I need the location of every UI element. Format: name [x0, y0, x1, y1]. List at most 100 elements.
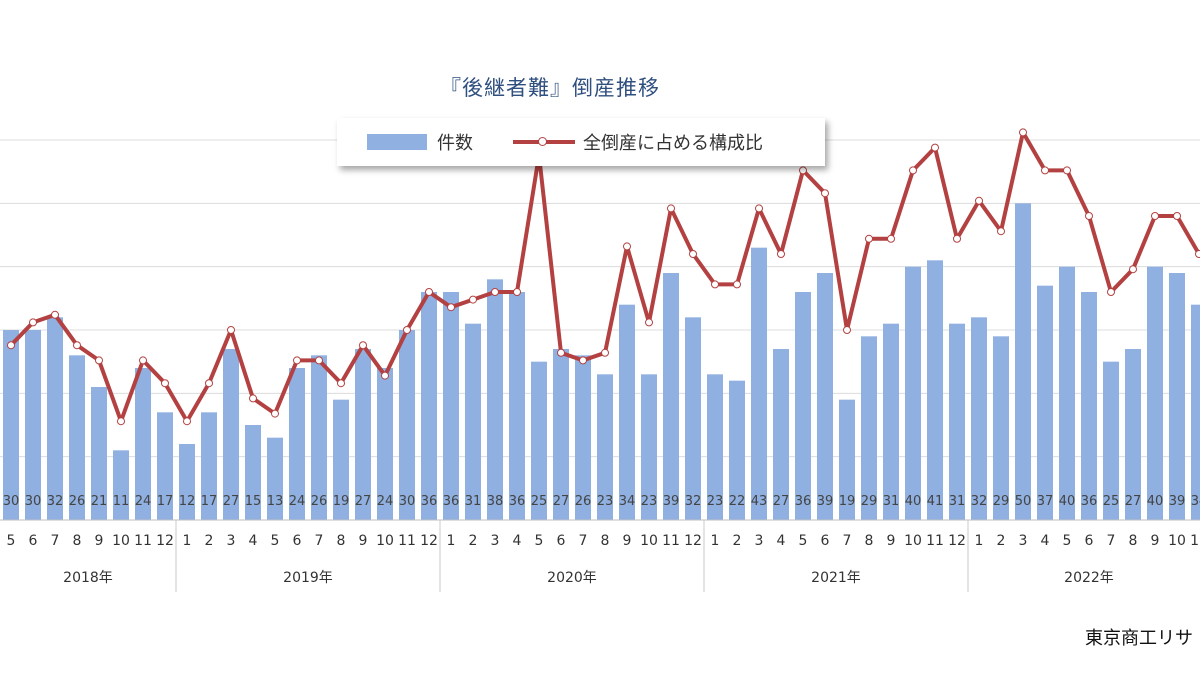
month-tick-label: 7	[315, 533, 324, 549]
data-label: 25	[531, 494, 548, 509]
month-tick-label: 2	[733, 533, 742, 549]
data-label: 36	[795, 494, 812, 509]
year-label: 2019年	[283, 570, 333, 586]
month-tick-label: 11	[134, 533, 152, 549]
ratio-point	[734, 281, 741, 288]
month-tick-label: 9	[887, 533, 896, 549]
legend-label-count: 件数	[437, 129, 473, 155]
source-credit: 東京商工リサ	[1085, 624, 1193, 650]
ratio-point	[338, 380, 345, 387]
month-tick-label: 6	[29, 533, 38, 549]
month-tick-label: 7	[579, 533, 588, 549]
month-tick-label: 8	[73, 533, 82, 549]
month-tick-label: 11	[662, 533, 680, 549]
month-tick-label: 11	[398, 533, 416, 549]
month-tick-label: 3	[1019, 533, 1028, 549]
data-label: 36	[421, 494, 438, 509]
month-tick-label: 5	[1063, 533, 1072, 549]
ratio-point	[382, 372, 389, 379]
data-label: 23	[641, 494, 658, 509]
data-label: 21	[91, 494, 108, 509]
ratio-point	[30, 319, 37, 326]
data-label: 31	[883, 494, 900, 509]
month-tick-label: 10	[112, 533, 130, 549]
data-label: 40	[1147, 494, 1164, 509]
bar	[3, 330, 19, 520]
data-label: 36	[1081, 494, 1098, 509]
month-tick-label: 4	[1041, 533, 1050, 549]
month-tick-label: 6	[1085, 533, 1094, 549]
bar	[795, 292, 811, 520]
data-label: 30	[25, 494, 42, 509]
ratio-point	[52, 311, 59, 318]
ratio-point	[514, 289, 521, 296]
ratio-point	[272, 410, 279, 417]
data-label: 27	[553, 494, 570, 509]
bar	[905, 267, 921, 520]
legend-bar-swatch	[367, 134, 427, 150]
month-tick-label: 10	[640, 533, 658, 549]
data-label: 11	[113, 494, 130, 509]
month-tick-label: 4	[249, 533, 258, 549]
data-label: 27	[773, 494, 790, 509]
ratio-point	[250, 395, 257, 402]
ratio-point	[140, 357, 147, 364]
data-label: 22	[729, 494, 746, 509]
ratio-point	[184, 418, 191, 425]
data-label: 39	[817, 494, 834, 509]
month-tick-label: 7	[1107, 533, 1116, 549]
month-tick-label: 4	[777, 533, 786, 549]
bar	[25, 330, 41, 520]
month-tick-label: 6	[821, 533, 830, 549]
ratio-point	[1020, 129, 1027, 136]
month-tick-label: 5	[799, 533, 808, 549]
ratio-point	[844, 327, 851, 334]
bar	[113, 450, 129, 520]
data-label: 40	[1059, 494, 1076, 509]
month-tick-label: 12	[948, 533, 966, 549]
ratio-point	[646, 319, 653, 326]
ratio-point	[470, 296, 477, 303]
month-tick-label: 9	[359, 533, 368, 549]
data-label: 26	[575, 494, 592, 509]
chart-legend: 件数 全倒産に占める構成比	[337, 118, 825, 166]
bar	[751, 248, 767, 520]
data-label: 29	[861, 494, 878, 509]
ratio-point	[448, 304, 455, 311]
data-label: 13	[267, 494, 284, 509]
month-tick-label: 5	[7, 533, 16, 549]
ratio-point	[206, 380, 213, 387]
bar	[1169, 273, 1185, 520]
data-label: 39	[1169, 494, 1186, 509]
ratio-point	[888, 235, 895, 242]
month-tick-label: 8	[1129, 533, 1138, 549]
data-label: 39	[663, 494, 680, 509]
ratio-point	[1174, 213, 1181, 220]
ratio-point	[580, 357, 587, 364]
month-tick-label: 10	[904, 533, 922, 549]
data-label: 29	[993, 494, 1010, 509]
bar	[1191, 305, 1200, 520]
bar	[465, 324, 481, 520]
data-label: 19	[839, 494, 856, 509]
data-label: 17	[157, 494, 174, 509]
data-label: 34	[1191, 494, 1200, 509]
month-tick-label: 6	[293, 533, 302, 549]
data-label: 25	[1103, 494, 1120, 509]
ratio-point	[822, 190, 829, 197]
data-label: 24	[377, 494, 394, 509]
month-tick-label: 1	[975, 533, 984, 549]
data-label: 36	[509, 494, 526, 509]
bar	[1037, 286, 1053, 520]
bar	[1081, 292, 1097, 520]
ratio-point	[162, 380, 169, 387]
legend-label-ratio: 全倒産に占める構成比	[583, 129, 763, 155]
month-tick-label: 3	[491, 533, 500, 549]
ratio-point	[1108, 289, 1115, 296]
bar	[443, 292, 459, 520]
bar	[509, 292, 525, 520]
data-label: 31	[465, 494, 482, 509]
month-tick-label: 2	[997, 533, 1006, 549]
ratio-point	[228, 327, 235, 334]
